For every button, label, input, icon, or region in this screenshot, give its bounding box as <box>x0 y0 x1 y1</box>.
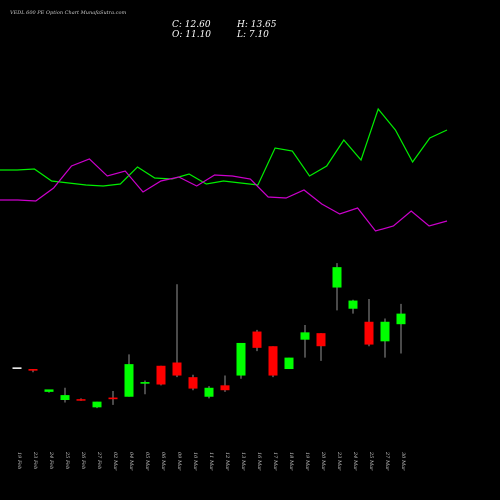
x-tick-label: 13 Mar <box>240 452 246 471</box>
candle <box>44 389 54 393</box>
candle-body <box>124 364 134 397</box>
candle-body <box>44 389 54 392</box>
x-tick-label: 16 Mar <box>256 452 262 471</box>
x-tick-label: 23 Feb <box>32 451 38 469</box>
candle-body <box>220 385 230 391</box>
candle <box>284 357 294 370</box>
x-tick-label: 20 Mar <box>320 451 326 471</box>
candle-body <box>156 365 166 385</box>
candle <box>380 318 390 358</box>
candle <box>204 386 214 399</box>
x-axis-ticks: 19 Feb 23 Feb 24 Feb 25 Feb 26 Feb 27 Feb 02 M… <box>16 451 406 471</box>
candle <box>316 333 326 361</box>
candle-body <box>140 382 150 384</box>
candle <box>172 284 182 378</box>
x-tick-label: 19 Mar <box>304 452 310 471</box>
x-tick-label: 30 Mar <box>400 452 406 471</box>
x-tick-label: 17 Mar <box>272 452 278 471</box>
overlay-lines <box>0 107 448 232</box>
candle-body <box>252 331 262 348</box>
chart-title: VEDL 600 PE Option Chart MunafaSutra.com <box>10 10 126 16</box>
candle-body <box>316 333 326 347</box>
x-tick-label: 09 Mar <box>176 452 182 471</box>
candle <box>396 303 406 354</box>
candle-body <box>60 395 70 400</box>
candle-body <box>172 362 182 376</box>
x-tick-label: 27 Feb <box>96 451 102 469</box>
candle-body <box>188 377 198 389</box>
candle-body <box>284 357 294 370</box>
x-tick-label: 24 Feb <box>48 451 54 469</box>
candle <box>348 299 358 314</box>
candles <box>12 263 406 409</box>
candle <box>60 387 70 403</box>
candle-body <box>300 332 310 340</box>
candle <box>236 342 246 379</box>
candle-body <box>236 342 246 376</box>
candle <box>92 401 102 409</box>
candle-body <box>380 321 390 342</box>
x-tick-label: 24 Mar <box>352 451 358 471</box>
candle <box>300 325 310 358</box>
x-tick-label: 18 Mar <box>288 452 294 471</box>
candle <box>268 346 278 378</box>
x-tick-label: 12 Mar <box>224 452 230 471</box>
x-tick-label: 06 Mar <box>160 452 166 471</box>
candle-body <box>92 401 102 408</box>
x-tick-label: 05 Mar <box>144 452 150 471</box>
candle-body <box>348 300 358 309</box>
candle-body <box>204 387 214 397</box>
candle <box>76 398 86 401</box>
candle-body <box>12 367 22 369</box>
candle-body <box>332 267 342 288</box>
candle <box>28 369 38 373</box>
high-value: H: 13.65 <box>236 20 277 30</box>
candle <box>156 365 166 386</box>
x-tick-label: 10 Mar <box>192 452 198 471</box>
candle-body <box>268 346 278 376</box>
green-overlay-line <box>0 107 448 187</box>
candle <box>188 374 198 391</box>
open-value: O: 11.10 <box>172 30 211 40</box>
candle <box>252 329 262 352</box>
x-tick-label: 27 Mar <box>384 451 390 471</box>
candle <box>124 354 134 397</box>
candle-body <box>28 369 38 371</box>
candle <box>220 375 230 392</box>
x-tick-label: 04 Mar <box>128 452 134 471</box>
magenta-overlay-line <box>0 158 448 232</box>
candle <box>332 263 342 311</box>
candle <box>108 391 118 405</box>
candle-body <box>396 313 406 325</box>
x-tick-label: 25 Mar <box>368 451 374 471</box>
x-tick-label: 23 Mar <box>336 451 342 471</box>
x-tick-label: 19 Feb <box>16 452 22 469</box>
candle <box>140 380 150 395</box>
low-value: L: 7.10 <box>236 30 269 40</box>
x-tick-label: 26 Feb <box>80 451 86 469</box>
x-tick-label: 25 Feb <box>64 451 70 469</box>
candle-body <box>76 399 86 401</box>
close-value: C: 12.60 <box>172 20 211 30</box>
candle <box>364 298 374 347</box>
candle-body <box>108 397 118 400</box>
x-tick-label: 11 Mar <box>208 452 214 471</box>
candle <box>12 367 22 369</box>
candle-body <box>364 321 374 345</box>
x-tick-label: 02 Mar <box>112 452 118 471</box>
